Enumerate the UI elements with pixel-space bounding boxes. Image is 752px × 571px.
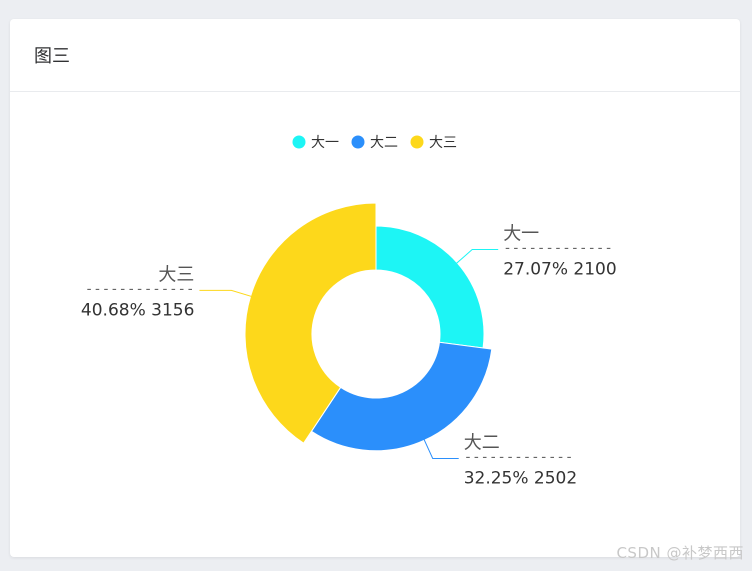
legend-label-2: 大二 xyxy=(370,135,398,151)
leader-line-3 xyxy=(199,289,259,299)
legend-label-3: 大三 xyxy=(429,135,457,151)
pie-slice-1 xyxy=(375,225,485,349)
slice-label-name-3: 大三 xyxy=(158,264,194,285)
slice-label-divider-3: ------------- xyxy=(85,281,195,297)
slice-label-value-1: 27.07% 2100 xyxy=(503,260,616,280)
watermark: CSDN @补梦西西 xyxy=(616,544,744,562)
slice-label-name-2: 大二 xyxy=(464,432,500,453)
slice-label-divider-1: ------------- xyxy=(503,241,613,257)
card-header: 图三 xyxy=(10,19,740,92)
legend-marker-3 xyxy=(410,135,424,149)
chart-card: 图三 xyxy=(10,19,740,557)
leader-line-2 xyxy=(420,432,459,459)
slice-label-divider-2: ------------- xyxy=(464,449,574,465)
leader-line-1 xyxy=(450,249,499,269)
legend-marker-2 xyxy=(351,135,365,149)
legend-label-1: 大一 xyxy=(311,135,339,151)
slice-label-value-2: 32.25% 2502 xyxy=(464,468,578,488)
slice-label-name-1: 大一 xyxy=(503,224,539,245)
pie-slice-2 xyxy=(310,341,493,452)
pie-slice-3 xyxy=(244,202,377,444)
slice-label-value-3: 40.68% 3156 xyxy=(81,300,195,320)
legend-marker-1 xyxy=(292,135,306,149)
card-title: 图三 xyxy=(34,46,70,67)
